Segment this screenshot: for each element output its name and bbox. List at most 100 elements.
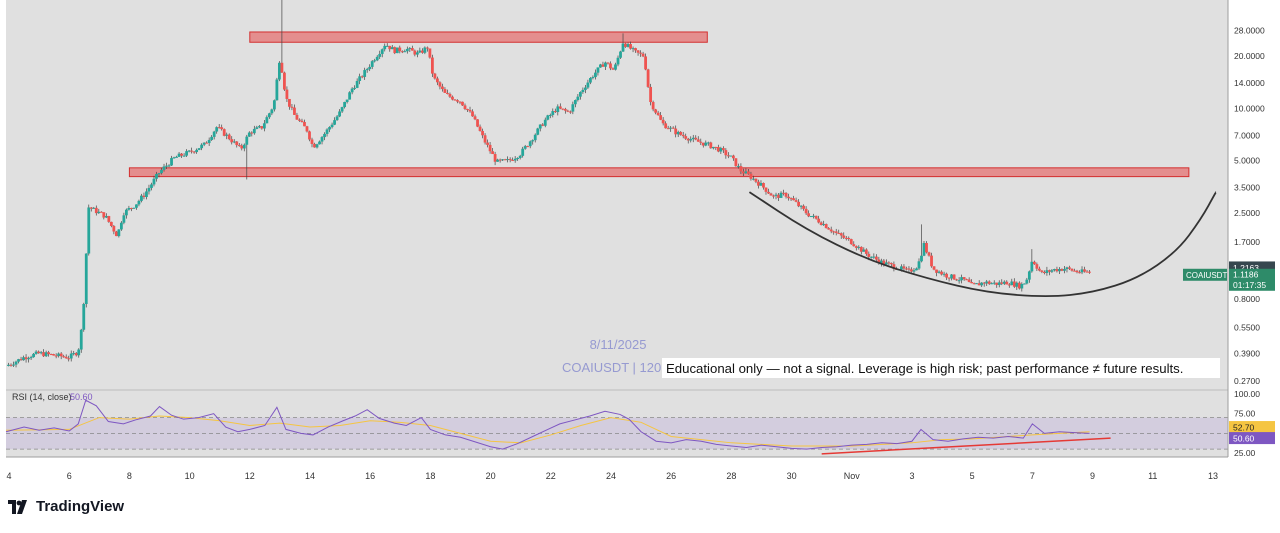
- candle-body: [714, 146, 718, 148]
- candle-body: [656, 112, 660, 116]
- candle-body: [207, 139, 211, 144]
- candle-body: [842, 235, 846, 238]
- candle-body: [1058, 268, 1061, 272]
- candle-body: [516, 157, 520, 159]
- candle-body: [471, 111, 474, 117]
- time-tick-label: 20: [486, 471, 496, 481]
- candle-body: [606, 62, 610, 64]
- candle-body: [1063, 268, 1066, 271]
- candle-body: [7, 364, 10, 366]
- candle-body: [295, 114, 299, 120]
- candle-body: [365, 69, 369, 71]
- candle-body: [764, 187, 768, 192]
- candle-body: [44, 352, 48, 357]
- candle-body: [543, 119, 547, 126]
- candle-body: [280, 62, 284, 73]
- candle-body: [639, 52, 642, 54]
- candle-body: [476, 119, 479, 127]
- candle-body: [887, 262, 891, 264]
- resistance-zone: [249, 31, 708, 43]
- candle-body: [180, 153, 183, 156]
- candle-body: [468, 109, 472, 112]
- candle-body: [237, 145, 241, 147]
- candle-body: [995, 282, 999, 285]
- rsi-label: RSI (14, close): [12, 392, 72, 402]
- candle-body: [34, 351, 38, 354]
- candle-body: [385, 45, 389, 47]
- candle-body: [925, 243, 928, 253]
- candle-body: [594, 72, 597, 78]
- candle-body: [157, 173, 161, 175]
- price-tick-label: 0.8000: [1234, 294, 1260, 304]
- candle-body: [94, 207, 98, 214]
- last-price-timer: 01:17:35: [1233, 280, 1266, 290]
- candle-body: [242, 144, 246, 149]
- candle-body: [536, 128, 540, 135]
- candle-body: [799, 205, 803, 207]
- candle-body: [696, 139, 700, 142]
- candle-body: [599, 64, 602, 68]
- rsi-ma-value-label-bg: [1229, 421, 1275, 434]
- candle-body: [711, 146, 715, 149]
- candle-body: [222, 129, 226, 136]
- candle-body: [135, 204, 138, 208]
- candle-body: [212, 131, 216, 137]
- candle-body: [646, 69, 650, 87]
- candle-body: [1055, 269, 1059, 272]
- candle-body: [892, 264, 896, 269]
- candle-body: [380, 49, 384, 54]
- candle-body: [827, 228, 831, 230]
- annotation-background: [662, 358, 1220, 378]
- candle-body: [676, 131, 680, 135]
- candle-body: [752, 178, 755, 180]
- last-price-label: 1.1186: [1233, 269, 1259, 279]
- candle-body: [619, 51, 622, 58]
- candle-body: [1025, 279, 1029, 284]
- candle-body: [255, 127, 259, 129]
- candle-body: [962, 277, 966, 280]
- candle-body: [458, 101, 462, 103]
- candle-body: [438, 82, 442, 87]
- candle-body: [729, 155, 733, 157]
- candle-body: [62, 356, 66, 358]
- candle-body: [177, 153, 181, 157]
- candle-body: [413, 50, 417, 55]
- candle-body: [298, 119, 301, 121]
- candle-body: [611, 68, 615, 70]
- candle-body: [140, 195, 143, 201]
- time-tick-label: 5: [970, 471, 975, 481]
- candle-body: [393, 47, 397, 54]
- candle-body: [370, 61, 374, 67]
- candle-body: [403, 51, 407, 53]
- candle-body: [1030, 261, 1034, 272]
- candle-body: [420, 50, 424, 53]
- candle-body: [503, 159, 507, 161]
- candle-body: [659, 115, 663, 120]
- candle-body: [849, 239, 853, 245]
- candle-body: [794, 200, 798, 202]
- candle-body: [832, 231, 836, 233]
- time-tick-label: 6: [67, 471, 72, 481]
- candle-body: [383, 45, 387, 50]
- candle-body: [932, 266, 936, 270]
- candle-body: [398, 47, 402, 52]
- candle-body: [252, 128, 256, 134]
- time-tick-label: 24: [606, 471, 616, 481]
- candle-body: [644, 56, 647, 70]
- rsi-ma-value-label: 52.70: [1233, 423, 1255, 433]
- candle-body: [1005, 281, 1009, 285]
- rsi-value-badge-bg: [1229, 432, 1275, 445]
- candle-body: [757, 181, 760, 186]
- candle-body: [162, 166, 166, 170]
- candle-body: [864, 249, 868, 254]
- candle-body: [478, 126, 482, 131]
- rsi-pane-background: [6, 390, 1228, 457]
- candle-body: [701, 142, 705, 146]
- watermark-symbol: COAIUSDT | 120: [562, 360, 661, 375]
- candle-body: [777, 194, 780, 198]
- time-tick-label: 14: [305, 471, 315, 481]
- time-tick-label: 28: [726, 471, 736, 481]
- candle-body: [240, 145, 244, 149]
- candle-body: [754, 178, 758, 182]
- candle-body: [423, 47, 427, 53]
